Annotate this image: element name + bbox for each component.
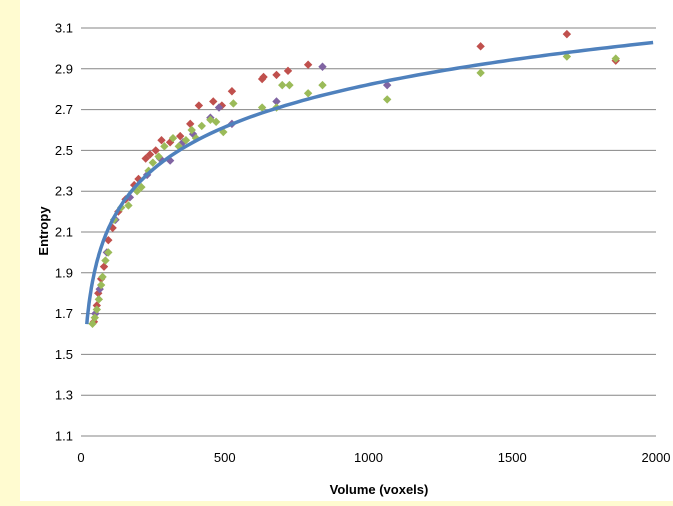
x-tick-label: 1000 — [354, 450, 383, 465]
data-point — [217, 101, 227, 110]
data-point — [96, 280, 106, 290]
data-point — [382, 95, 392, 104]
x-tick-label: 500 — [214, 450, 236, 465]
data-point — [99, 262, 109, 271]
data-point — [175, 131, 185, 141]
data-point — [186, 119, 195, 129]
data-point — [257, 103, 267, 112]
data-point — [611, 54, 620, 63]
data-point — [303, 60, 313, 69]
data-point — [90, 313, 99, 322]
data-point — [476, 42, 485, 51]
data-point — [197, 121, 206, 131]
chart-area: 1.1 1.3 1.5 1.7 1.9 2.1 2.3 2.5 2.7 2.9 3.1 0 500 10… — [20, 0, 673, 501]
data-point — [318, 80, 327, 90]
y-tick-label: 2.5 — [55, 143, 73, 158]
data-point — [165, 138, 175, 147]
trend-curve — [85, 40, 654, 325]
y-tick-label: 2.9 — [55, 61, 73, 76]
data-point — [272, 97, 281, 106]
data-point — [187, 125, 196, 135]
data-point — [101, 256, 110, 265]
y-tick-label: 2.3 — [55, 184, 73, 199]
data-point — [157, 136, 166, 145]
x-tick-label: 1500 — [498, 450, 527, 465]
data-point — [151, 146, 160, 155]
scatter-chart: 1.1 1.3 1.5 1.7 1.9 2.1 2.3 2.5 2.7 2.9 3.1 0 500 10… — [36, 21, 670, 498]
y-tick-label: 1.7 — [55, 306, 73, 321]
data-point — [206, 115, 215, 124]
data-point — [104, 248, 113, 257]
data-point — [181, 136, 191, 145]
y-tick-label: 1.5 — [55, 347, 73, 362]
data-point — [92, 305, 102, 314]
y-tick-label: 3.1 — [55, 21, 73, 36]
y-axis-title: Entropy — [36, 206, 51, 256]
data-point — [145, 150, 155, 159]
data-point — [283, 66, 293, 76]
data-point — [303, 89, 313, 98]
data-point — [191, 133, 201, 143]
data-point — [229, 99, 238, 108]
data-point — [98, 272, 107, 282]
data-point — [318, 62, 327, 71]
data-point — [476, 68, 485, 78]
data-point — [124, 201, 133, 210]
data-point — [104, 235, 113, 245]
x-axis-ticks: 0 500 1000 1500 2000 — [77, 450, 670, 465]
data-point — [214, 103, 224, 112]
data-point — [160, 142, 169, 151]
data-point — [382, 80, 392, 90]
data-point — [148, 158, 158, 167]
data-point — [194, 101, 204, 110]
data-point — [259, 72, 268, 82]
data-point — [209, 97, 218, 106]
x-tick-label: 2000 — [642, 450, 671, 465]
data-point — [278, 80, 287, 90]
data-point — [285, 80, 294, 90]
data-point — [227, 87, 237, 96]
x-axis-title: Volume (voxels) — [330, 482, 429, 497]
data-point — [272, 70, 281, 80]
x-tick-label: 0 — [77, 450, 84, 465]
y-tick-label: 2.1 — [55, 225, 73, 240]
data-point — [211, 117, 221, 127]
data-points — [88, 29, 620, 328]
data-point — [154, 152, 163, 161]
data-point — [88, 319, 97, 328]
data-point — [141, 154, 150, 163]
gridlines — [81, 27, 656, 437]
data-point — [562, 29, 572, 39]
y-tick-label: 1.1 — [55, 429, 73, 444]
data-point — [94, 295, 104, 304]
data-point — [168, 133, 178, 143]
y-tick-label: 1.3 — [55, 388, 73, 403]
y-axis-ticks: 1.1 1.3 1.5 1.7 1.9 2.1 2.3 2.5 2.7 2.9 3.1 — [55, 21, 73, 444]
data-point — [165, 156, 175, 165]
y-tick-label: 1.9 — [55, 265, 73, 280]
y-tick-label: 2.7 — [55, 102, 73, 117]
